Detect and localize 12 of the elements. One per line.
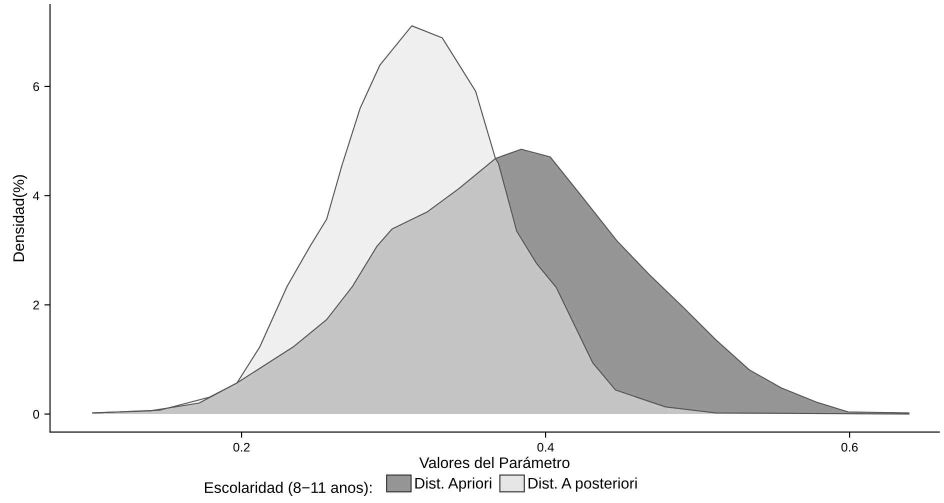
- y-tick-label: 0: [33, 410, 40, 419]
- x-tick-label: 0.4: [537, 442, 554, 452]
- x-tick-label: 0.6: [841, 442, 858, 452]
- y-axis-title: Densidad(%): [12, 175, 28, 262]
- legend-title: Escolaridad (8−11 anos):: [204, 482, 372, 496]
- y-tick-label: 6: [33, 82, 40, 92]
- legend-label: Dist. A posteriori: [528, 477, 637, 492]
- x-tick-label: 0.2: [233, 442, 250, 452]
- x-axis-title: Valores del Parámetro: [419, 456, 570, 468]
- y-tick-label: 2: [33, 300, 39, 310]
- legend-label: Dist. Apriori: [415, 477, 492, 492]
- y-tick-label: 4: [32, 192, 40, 200]
